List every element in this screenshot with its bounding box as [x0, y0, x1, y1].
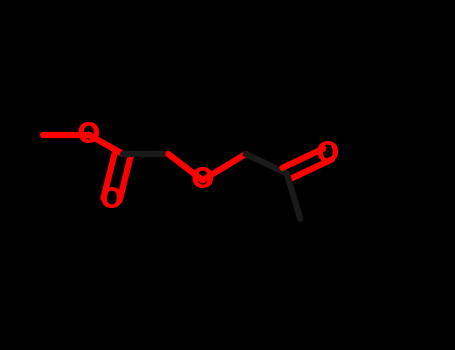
Text: O: O [77, 121, 101, 149]
Text: O: O [316, 140, 339, 168]
Text: O: O [191, 166, 214, 194]
Text: O: O [100, 186, 123, 214]
